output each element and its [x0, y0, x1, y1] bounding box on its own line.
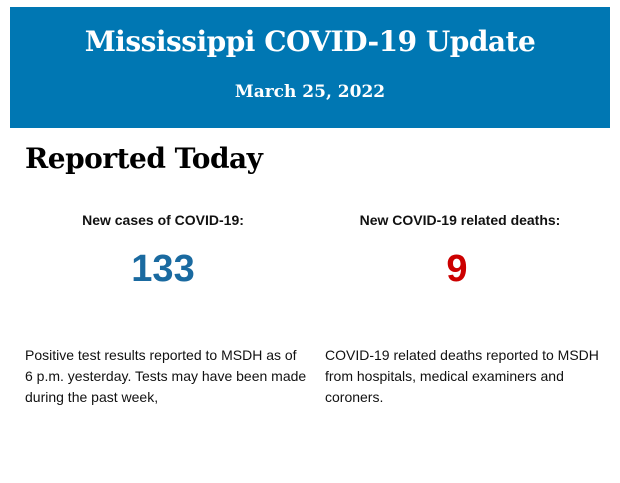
header-banner: Mississippi COVID-19 Update March 25, 20… [10, 7, 610, 128]
new-cases-description: Positive test results reported to MSDH a… [25, 347, 307, 405]
new-deaths-label: New COVID-19 related deaths: [359, 212, 561, 228]
new-deaths-value: 9 [446, 248, 468, 290]
new-cases-value: 133 [131, 248, 195, 290]
page-title: Mississippi COVID-19 Update [84, 25, 536, 58]
report-date: March 25, 2022 [234, 82, 386, 102]
section-title: Reported Today [25, 142, 263, 175]
new-deaths-description: COVID-19 related deaths reported to MSDH… [325, 347, 599, 405]
new-cases-label: New cases of COVID-19: [82, 212, 244, 228]
